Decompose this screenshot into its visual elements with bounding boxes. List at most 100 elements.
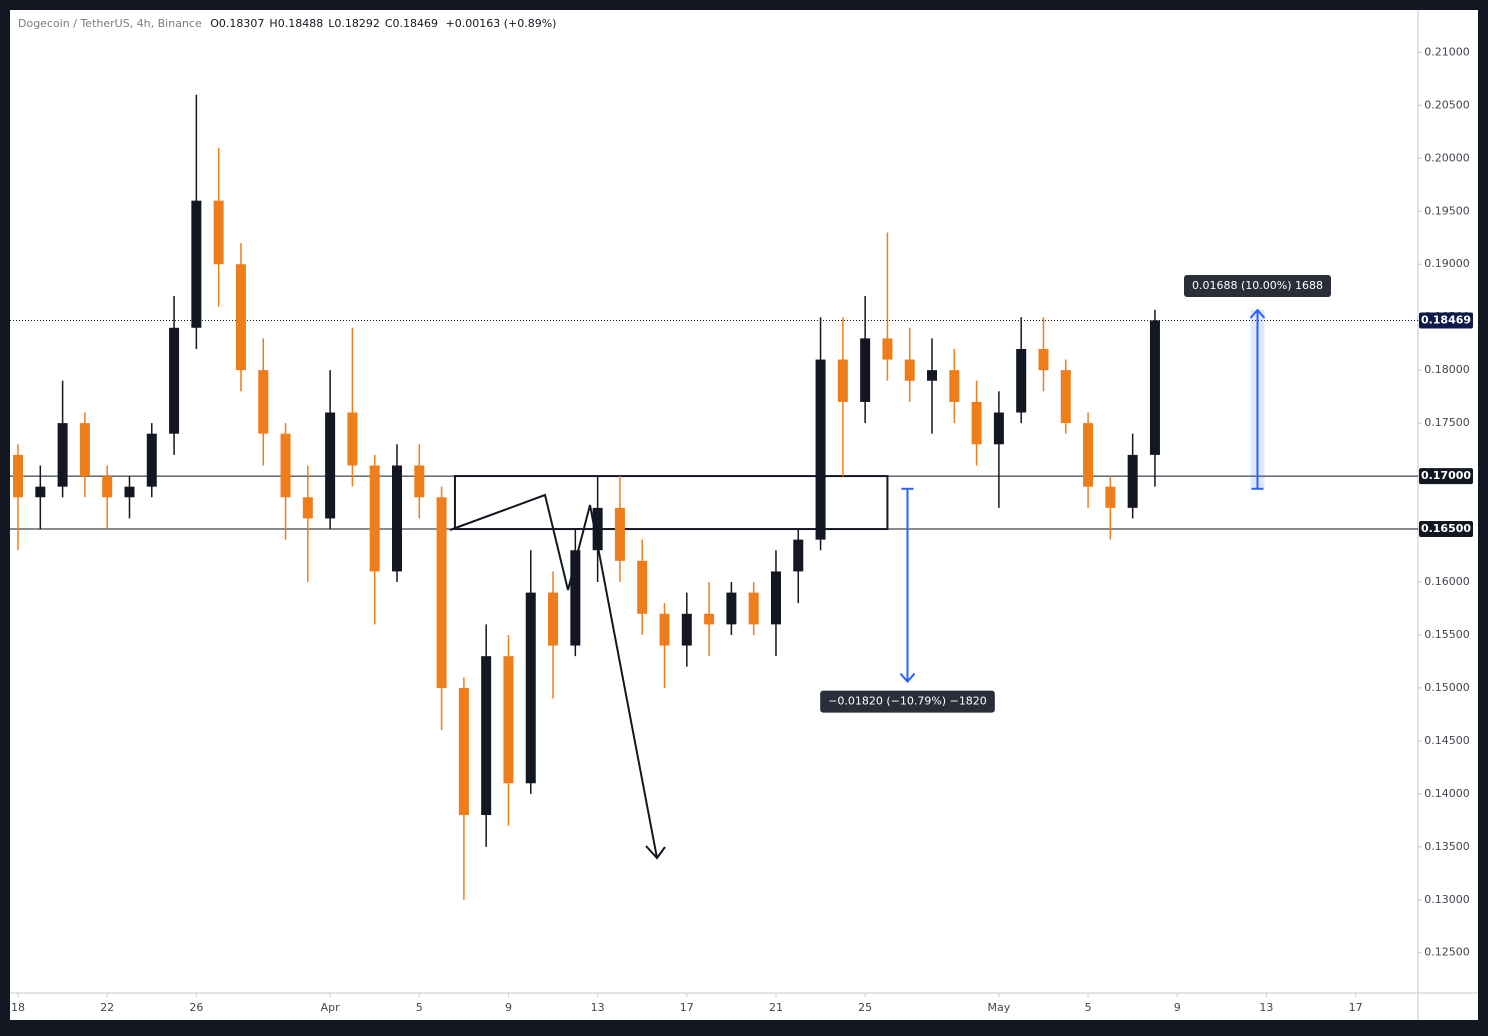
candle-body <box>124 486 135 498</box>
candle-body <box>927 370 938 381</box>
change: +0.00163 (+0.89%) <box>446 17 557 30</box>
candle-body <box>837 359 848 402</box>
y-tick-label: 0.19000 <box>1424 257 1470 270</box>
candle-body <box>793 539 804 572</box>
ohlc-key: C <box>385 17 393 30</box>
ohlc-value: 0.18469 <box>393 17 439 30</box>
header: Dogecoin / TetherUS, 4h, Binance O0.1830… <box>18 17 556 30</box>
candle-body <box>1127 454 1138 508</box>
y-tick-label: 0.14500 <box>1424 734 1470 747</box>
y-tick-label: 0.18000 <box>1424 363 1470 376</box>
candle-body <box>213 200 224 265</box>
candle-body <box>860 338 871 402</box>
candle-body <box>280 433 291 498</box>
candle-body <box>570 550 581 646</box>
last-price-label: 0.18469 <box>1421 313 1471 326</box>
x-tick-label: Apr <box>321 1001 341 1014</box>
candle-body <box>770 571 781 625</box>
candle-body <box>258 370 269 434</box>
pattern-drawing <box>449 493 658 859</box>
x-tick-label: 9 <box>505 1001 512 1014</box>
y-tick-label: 0.14000 <box>1424 787 1470 800</box>
measure-label-box <box>820 690 995 713</box>
y-tick-label: 0.13000 <box>1424 893 1470 906</box>
x-tick-label: May <box>988 1001 1011 1014</box>
level-label: 0.17000 <box>1421 469 1471 482</box>
plot: 0.12500 0.13000 0.13500 0.14000 0.14500 0.150… <box>10 45 1473 1014</box>
y-tick-label: 0.21000 <box>1424 45 1470 58</box>
level-tag <box>1419 521 1473 538</box>
ohlc-key: L <box>328 17 335 30</box>
candle-body <box>637 560 648 614</box>
x-tick-label: 13 <box>591 1001 605 1014</box>
candle-body <box>414 465 425 498</box>
y-tick-label: 0.12500 <box>1424 946 1470 959</box>
symbol: Dogecoin / TetherUS, 4h, Binance <box>18 17 202 30</box>
x-tick-label: 21 <box>769 1001 783 1014</box>
candle-body <box>347 412 358 466</box>
candle-body <box>235 264 246 371</box>
x-tick-label: 9 <box>1174 1001 1181 1014</box>
candle-body <box>592 507 603 551</box>
x-tick-label: 17 <box>1349 1001 1363 1014</box>
candle-body <box>102 476 113 498</box>
candle-body <box>458 687 469 816</box>
candle-body <box>815 359 826 540</box>
candle-body <box>1149 320 1160 455</box>
level-tag <box>1419 468 1473 485</box>
y-tick-label: 0.20500 <box>1424 98 1470 111</box>
y-tick-label: 0.19500 <box>1424 204 1470 217</box>
candle-body <box>391 465 402 572</box>
x-tick-label: 26 <box>189 1001 203 1014</box>
candle-body <box>726 592 737 625</box>
candle-body <box>971 401 982 445</box>
x-tick-label: 18 <box>11 1001 25 1014</box>
ohlc-value: 0.18307 <box>219 17 265 30</box>
candle-body <box>1105 486 1116 508</box>
x-tick-label: 13 <box>1259 1001 1273 1014</box>
candle-body <box>57 423 68 487</box>
candle-body <box>659 613 670 646</box>
chart-background <box>10 10 1478 1020</box>
last-price-tag <box>1419 312 1473 329</box>
x-tick-label: 5 <box>416 1001 423 1014</box>
x-tick-label: 25 <box>858 1001 872 1014</box>
candle-body <box>681 613 692 646</box>
x-tick-label: 17 <box>680 1001 694 1014</box>
candle-body <box>503 656 514 784</box>
candle-body <box>1016 348 1027 413</box>
candle-body <box>904 359 915 381</box>
candle-body <box>481 656 492 816</box>
candle-body <box>882 338 893 360</box>
y-tick-label: 0.13500 <box>1424 840 1470 853</box>
candle-body <box>525 592 536 784</box>
measure-label: 0.01688 (10.00%) 1688 <box>1192 279 1323 292</box>
candle-body <box>1060 370 1071 424</box>
candle-body <box>191 200 202 328</box>
candle-body <box>302 497 313 519</box>
candle-body <box>1083 423 1094 487</box>
x-tick-label: 5 <box>1085 1001 1092 1014</box>
candle-body <box>325 412 336 519</box>
candle-body <box>146 433 157 487</box>
candle-body <box>79 423 90 477</box>
candle-body <box>436 497 447 688</box>
ohlc-key: O <box>210 17 219 30</box>
candle-body <box>949 370 960 402</box>
candle-body <box>169 327 180 434</box>
candle-body <box>548 592 559 646</box>
y-tick-label: 0.15500 <box>1424 628 1470 641</box>
measure-label: −0.01820 (−10.79%) −1820 <box>828 695 987 708</box>
ohlc-key: H <box>269 17 277 30</box>
pattern-arrowhead <box>645 845 666 860</box>
y-tick-label: 0.16000 <box>1424 575 1470 588</box>
ohlc: O0.18307 H0.18488 L0.18292 C0.18469 <box>210 17 438 30</box>
candle-body <box>13 454 24 498</box>
measure-label-box <box>1183 274 1332 297</box>
zone-box <box>453 475 889 531</box>
ohlc-value: 0.18292 <box>334 17 380 30</box>
candle-body <box>748 592 759 625</box>
candle-body <box>369 465 380 572</box>
measure-arrowhead <box>899 672 916 684</box>
